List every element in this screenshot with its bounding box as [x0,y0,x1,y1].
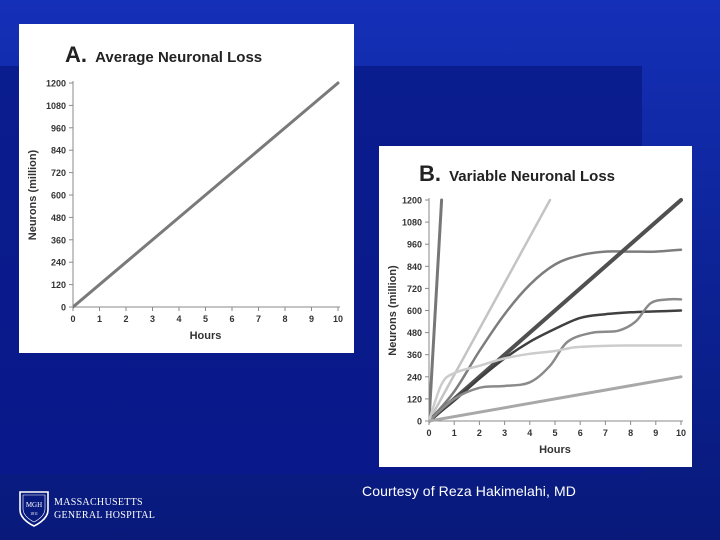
y-tick-label: 1200 [402,196,422,206]
y-axis-label: Neurons (million) [27,149,39,240]
y-axis-label: Neurons (million) [387,265,399,356]
hospital-name: MASSACHUSETTS GENERAL HOSPITAL [54,496,155,522]
y-tick-label: 1080 [46,101,66,111]
series-line-steep-2 [429,198,552,423]
y-tick-label: 600 [407,306,422,316]
chart-title-letter: B. [419,161,447,186]
series-line-steep-1 [429,198,444,423]
y-tick-label: 240 [407,372,422,382]
credit-text: Courtesy of Reza Hakimelahi, MD [362,483,576,499]
x-tick-label: 1 [452,428,457,438]
chart-panel-a: A. Average Neuronal Loss 0 120 240 360 480 600… [19,24,354,353]
x-tick-label: 4 [527,428,532,438]
x-tick-label: 2 [123,314,128,324]
y-tick-label: 120 [51,280,66,290]
y-tick-label: 720 [407,284,422,294]
series-line-average [73,81,340,309]
y-tick-label: 1080 [402,218,422,228]
x-tick-label: 8 [282,314,287,324]
x-tick-label: 7 [603,428,608,438]
x-tick-label: 2 [477,428,482,438]
hospital-name-line1: MASSACHUSETTS [54,497,143,508]
chart-title-text: Average Neuronal Loss [95,49,262,66]
series-line-linear-1200 [429,198,683,423]
logo-year: 1811 [30,511,38,516]
x-tick-label: 6 [578,428,583,438]
y-tick-label: 360 [407,350,422,360]
x-tick-label: 1 [97,314,102,324]
chart-a-svg: A. Average Neuronal Loss0120240360480600… [27,42,343,342]
x-tick-label: 10 [333,314,343,324]
y-tick-label: 240 [51,258,66,268]
chart-title-text: Variable Neuronal Loss [449,168,615,185]
series-group [429,198,683,423]
series-line-rise-plateau-600 [429,309,683,423]
y-tick-label: 600 [51,191,66,201]
x-axis-label: Hours [190,330,222,342]
series-line-stepped-660 [429,297,683,423]
y-tick-label: 480 [51,213,66,223]
series-line-fast-plateau-410 [429,344,683,423]
y-tick-label: 480 [407,328,422,338]
x-tick-label: 5 [552,428,557,438]
series-line-slow-linear-240 [429,375,683,423]
x-tick-label: 9 [653,428,658,438]
x-tick-label: 10 [676,428,686,438]
hospital-name-line2: GENERAL HOSPITAL [54,510,156,521]
x-tick-label: 4 [176,314,181,324]
y-tick-label: 0 [417,417,422,427]
chart-title-letter: A. [65,42,93,67]
y-tick-label: 720 [51,168,66,178]
y-tick-label: 0 [61,303,66,313]
y-tick-label: 960 [51,123,66,133]
x-axis-label: Hours [539,444,571,456]
series-line-rise-plateau-930 [429,248,683,423]
series-group [73,81,340,309]
x-tick-label: 8 [628,428,633,438]
x-tick-label: 3 [150,314,155,324]
hospital-shield-icon: MGH 1811 [19,491,49,527]
y-tick-label: 1200 [46,79,66,89]
chart-b-svg: B. Variable Neuronal Loss012024036048060… [387,161,686,456]
x-tick-label: 3 [502,428,507,438]
chart-title: A. Average Neuronal Loss [65,42,262,67]
y-tick-label: 840 [51,146,66,156]
x-tick-label: 9 [309,314,314,324]
x-tick-label: 7 [256,314,261,324]
y-tick-label: 840 [407,262,422,272]
y-tick-label: 960 [407,240,422,250]
y-tick-label: 360 [51,235,66,245]
chart-panel-b: B. Variable Neuronal Loss 0 120 240 360 480 60… [379,146,692,467]
x-tick-label: 0 [70,314,75,324]
x-tick-label: 6 [229,314,234,324]
x-tick-label: 0 [426,428,431,438]
x-tick-label: 5 [203,314,208,324]
logo-letters: MGH [26,501,42,509]
chart-title: B. Variable Neuronal Loss [419,161,615,186]
y-tick-label: 120 [407,394,422,404]
